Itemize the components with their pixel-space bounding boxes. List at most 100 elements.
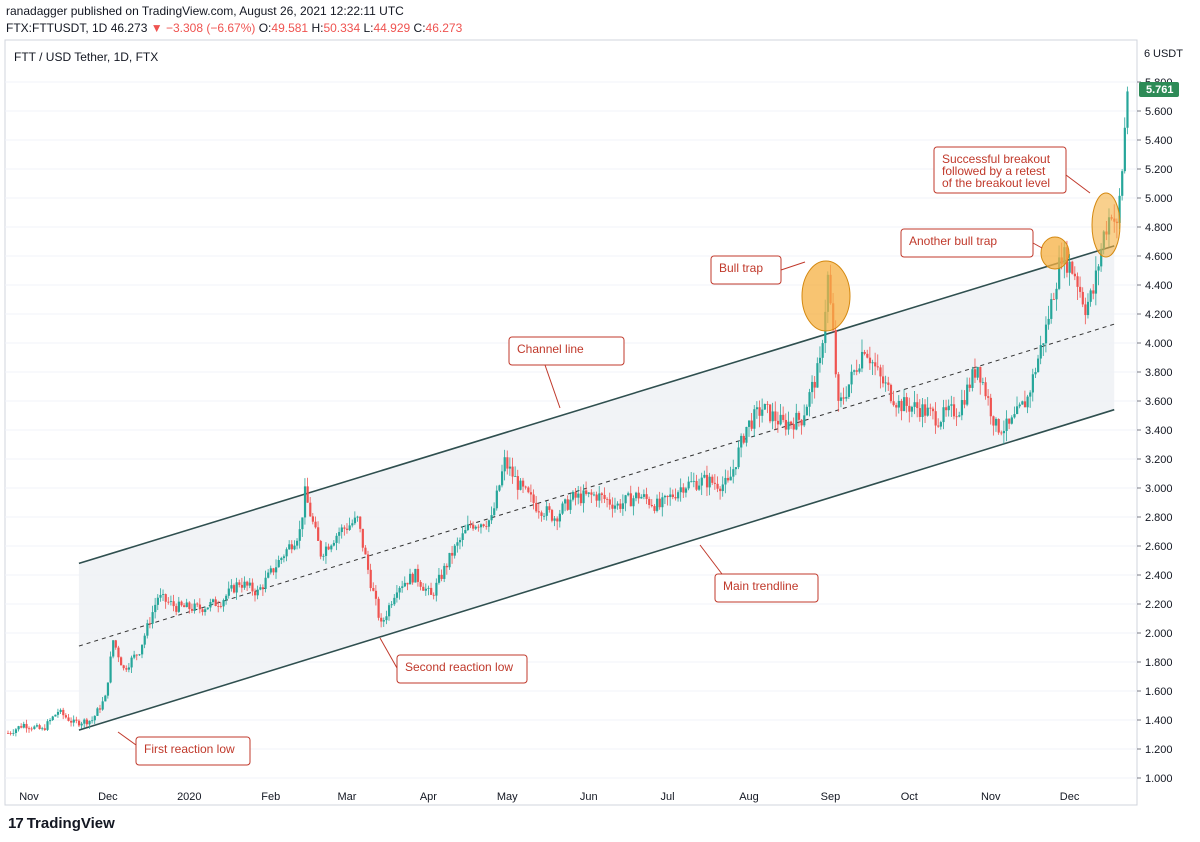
candle-body[interactable] [511, 466, 514, 477]
candle-body[interactable] [1029, 392, 1032, 397]
candle-body[interactable] [1073, 273, 1077, 277]
candle-body[interactable] [519, 480, 522, 490]
candle-body[interactable] [774, 411, 777, 421]
candle-body[interactable] [779, 414, 782, 425]
candle-body[interactable] [479, 524, 483, 528]
candle-body[interactable] [72, 719, 75, 723]
candle-body[interactable] [422, 586, 425, 591]
candle-body[interactable] [918, 408, 921, 417]
tradingview-logo[interactable]: 17 TradingView [8, 815, 115, 832]
candle-body[interactable] [127, 667, 131, 670]
candle-body[interactable] [737, 447, 740, 468]
candle-body[interactable] [401, 586, 404, 588]
candle-body[interactable] [1000, 432, 1003, 434]
candle-body[interactable] [637, 492, 640, 499]
candle-body[interactable] [285, 549, 288, 557]
candle-body[interactable] [301, 517, 304, 530]
candle-body[interactable] [469, 524, 472, 526]
candle-body[interactable] [246, 581, 249, 586]
candle-body[interactable] [1097, 266, 1100, 271]
channel-upper-line[interactable] [78, 245, 1115, 565]
candle-body[interactable] [162, 594, 165, 595]
candle-body[interactable] [319, 540, 322, 557]
candle-body[interactable] [908, 405, 911, 412]
candle-body[interactable] [432, 594, 435, 596]
candle-body[interactable] [314, 521, 317, 528]
candle-body[interactable] [1021, 401, 1024, 405]
candle-body[interactable] [952, 404, 956, 417]
candle-body[interactable] [1037, 358, 1040, 373]
candle-body[interactable] [708, 476, 711, 488]
candle-body[interactable] [466, 524, 470, 530]
candle-body[interactable] [227, 588, 230, 596]
candle-body[interactable] [109, 656, 112, 683]
candle-body[interactable] [377, 598, 380, 618]
candle-body[interactable] [374, 590, 378, 599]
candle-body[interactable] [656, 498, 659, 511]
candle-body[interactable] [219, 606, 223, 607]
candle-body[interactable] [453, 545, 456, 556]
candle-body[interactable] [540, 512, 543, 516]
candle-body[interactable] [482, 524, 485, 527]
candle-body[interactable] [238, 582, 241, 585]
candle-body[interactable] [1050, 299, 1053, 319]
candle-body[interactable] [67, 717, 70, 721]
candle-body[interactable] [924, 404, 927, 416]
candle-body[interactable] [104, 695, 107, 702]
candle-body[interactable] [818, 357, 822, 364]
candle-body[interactable] [926, 407, 929, 416]
candle-body[interactable] [753, 409, 756, 429]
candle-body[interactable] [585, 490, 588, 494]
candle-body[interactable] [721, 484, 724, 492]
candle-body[interactable] [805, 406, 809, 416]
candle-body[interactable] [997, 418, 1000, 433]
candle-body[interactable] [598, 493, 601, 501]
candle-body[interactable] [306, 486, 309, 503]
candle-body[interactable] [445, 565, 449, 568]
candle-body[interactable] [700, 477, 703, 486]
candle-body[interactable] [1084, 304, 1087, 316]
candle-body[interactable] [70, 720, 73, 723]
candle-body[interactable] [75, 719, 78, 721]
candle-body[interactable] [813, 381, 816, 388]
candle-body[interactable] [782, 414, 785, 420]
candle-body[interactable] [884, 382, 887, 384]
candle-body[interactable] [561, 503, 564, 514]
candle-body[interactable] [277, 560, 280, 568]
y-axis[interactable]: 1.000 1.200 1.400 1.600 1.800 2.000 2.200 2.400… [1137, 77, 1173, 785]
candle-body[interactable] [535, 502, 538, 512]
candle-body[interactable] [1013, 414, 1016, 418]
candle-body[interactable] [335, 535, 338, 543]
candle-body[interactable] [1008, 418, 1011, 424]
candle-body[interactable] [608, 499, 611, 505]
annotation-channel-line[interactable]: Channel line [508, 336, 625, 409]
candle-body[interactable] [172, 601, 175, 607]
candle-body[interactable] [963, 400, 966, 405]
candle-body[interactable] [259, 587, 262, 590]
candle-body[interactable] [419, 581, 422, 587]
candle-body[interactable] [122, 665, 125, 669]
candle-body[interactable] [264, 577, 267, 589]
candle-body[interactable] [156, 597, 159, 605]
annotation-first-reaction-low[interactable]: First reaction low [117, 731, 251, 766]
candle-body[interactable] [77, 720, 81, 726]
x-axis[interactable]: Nov Dec 2020 Feb Mar Apr May Jun Jul Aug Sep Oct Nov… [19, 791, 1080, 803]
candle-body[interactable] [868, 357, 872, 364]
candle-body[interactable] [311, 516, 315, 522]
candle-body[interactable] [635, 492, 638, 499]
candle-body[interactable] [309, 502, 312, 517]
candle-body[interactable] [272, 568, 275, 573]
candle-body[interactable] [858, 368, 861, 372]
candle-body[interactable] [742, 435, 745, 443]
candle-body[interactable] [133, 654, 136, 658]
candle-body[interactable] [719, 488, 722, 492]
candle-body[interactable] [860, 351, 864, 369]
candle-body[interactable] [403, 582, 406, 587]
candle-body[interactable] [776, 420, 780, 425]
candle-body[interactable] [43, 728, 46, 730]
candle-body[interactable] [1039, 345, 1042, 359]
candle-body[interactable] [669, 494, 672, 498]
candle-body[interactable] [571, 491, 575, 500]
candle-body[interactable] [324, 546, 328, 556]
